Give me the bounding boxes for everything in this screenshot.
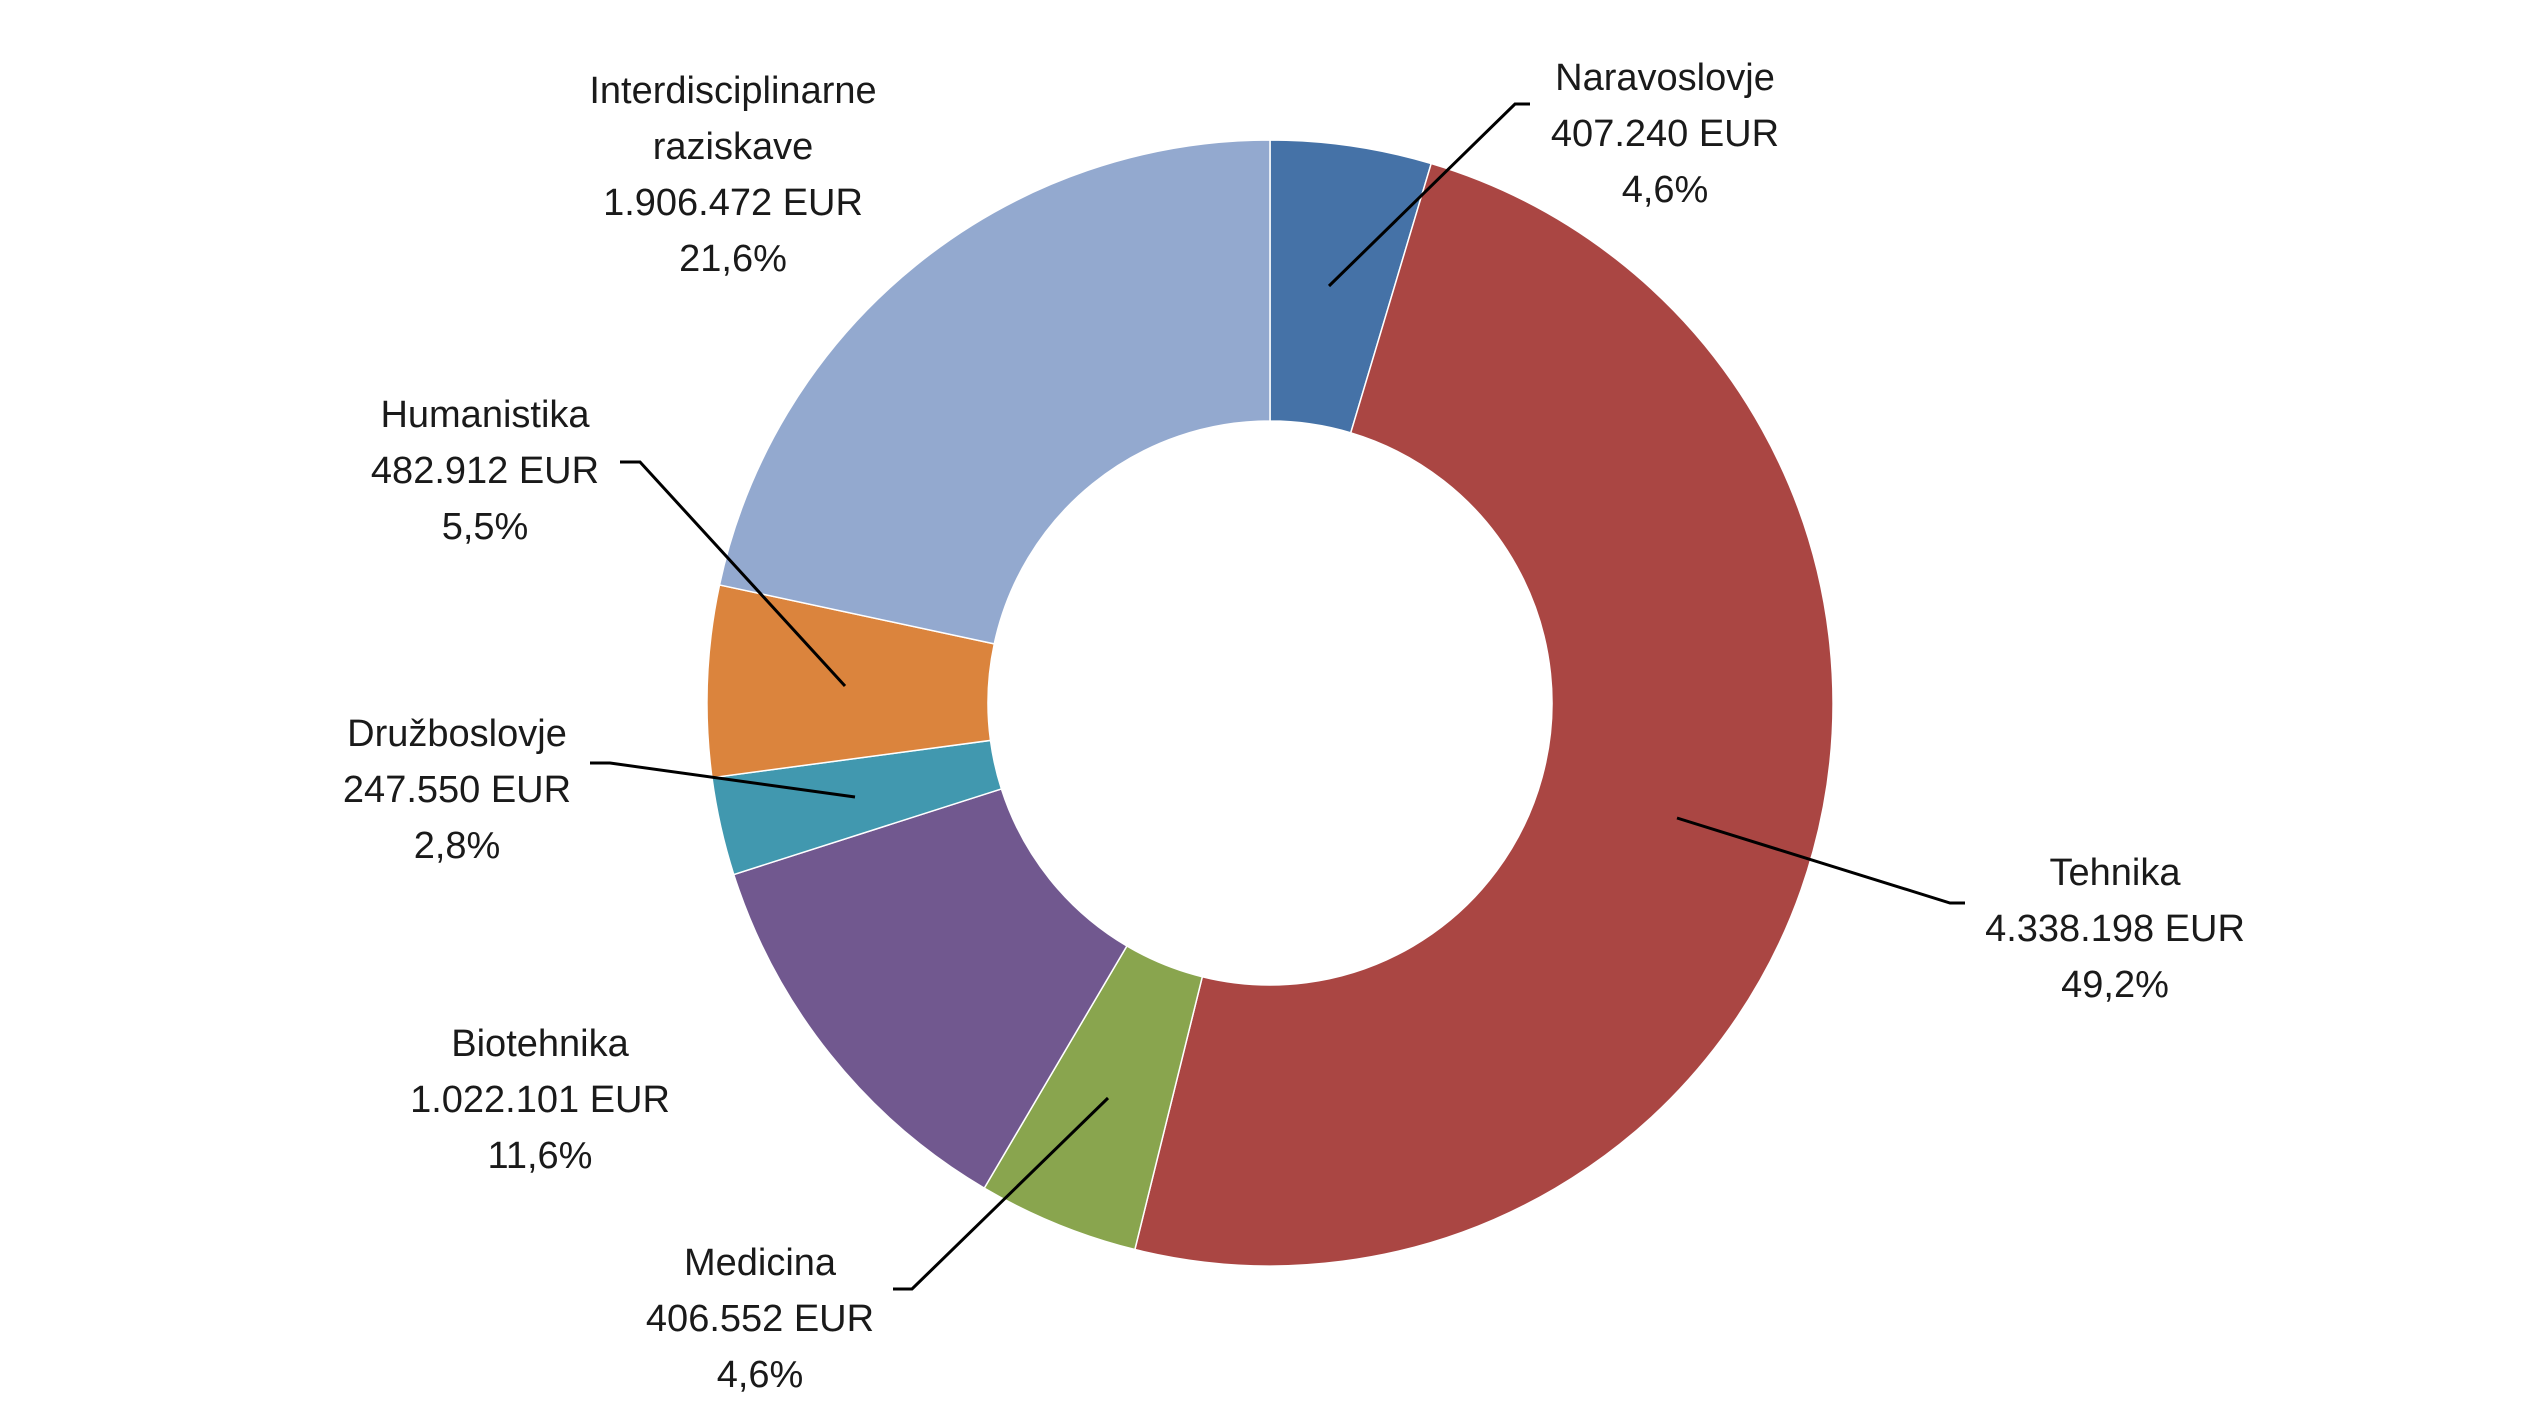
leader-line-tehnika <box>1676 816 1965 905</box>
slice-interdisciplinarne-raziskave <box>718 139 1271 645</box>
label-value-naravoslovje: 407.240 EUR <box>1551 113 1779 155</box>
slice-biotehnika <box>732 787 1128 1190</box>
leader-line-naravoslovje <box>1327 102 1530 288</box>
label-value-druzboslovje: 247.550 EUR <box>343 769 571 811</box>
label-category-druzboslovje: Družboslovje <box>347 713 567 755</box>
label-percent-medicina: 4,6% <box>717 1354 804 1396</box>
slice-tehnika <box>1133 162 1834 1267</box>
label-value-medicina: 406.552 EUR <box>646 1298 874 1340</box>
slices-layer <box>706 139 1834 1267</box>
data-label-tehnika: Tehnika 4.338.198 EUR 49,2% <box>1985 852 2245 1006</box>
leader-line-medicina <box>893 1096 1110 1291</box>
data-label-humanistika: Humanistika 482.912 EUR 5,5% <box>371 394 599 548</box>
label-category-tehnika: Tehnika <box>2050 852 2182 894</box>
label-category-interdisciplinarne-raziskave-1: raziskave <box>653 126 814 168</box>
leader-line-druzboslovje <box>590 761 856 799</box>
label-category-medicina: Medicina <box>684 1242 837 1284</box>
label-category-interdisciplinarne-raziskave: Interdisciplinarne <box>589 70 876 112</box>
label-category-naravoslovje: Naravoslovje <box>1555 57 1775 99</box>
label-value-biotehnika: 1.022.101 EUR <box>410 1079 670 1121</box>
data-label-naravoslovje: Naravoslovje 407.240 EUR 4,6% <box>1551 57 1779 211</box>
data-label-interdisciplinarne-raziskave: Interdisciplinarne raziskave 1.906.472 EUR… <box>589 70 876 280</box>
label-category-humanistika: Humanistika <box>380 394 590 436</box>
label-percent-interdisciplinarne-raziskave: 21,6% <box>679 238 787 280</box>
label-value-interdisciplinarne-raziskave: 1.906.472 EUR <box>603 182 863 224</box>
data-label-medicina: Medicina 406.552 EUR 4,6% <box>646 1242 874 1396</box>
label-value-humanistika: 482.912 EUR <box>371 450 599 492</box>
label-percent-druzboslovje: 2,8% <box>414 825 501 867</box>
leader-lines-layer <box>590 102 1965 1291</box>
label-value-tehnika: 4.338.198 EUR <box>1985 908 2245 950</box>
label-percent-naravoslovje: 4,6% <box>1622 169 1709 211</box>
data-label-biotehnika: Biotehnika 1.022.101 EUR 11,6% <box>410 1023 670 1177</box>
data-labels-layer: Naravoslovje 407.240 EUR 4,6% Tehnika 4.338.… <box>343 57 2245 1396</box>
label-category-biotehnika: Biotehnika <box>451 1023 629 1065</box>
label-percent-biotehnika: 11,6% <box>488 1135 593 1177</box>
data-label-druzboslovje: Družboslovje 247.550 EUR 2,8% <box>343 713 571 867</box>
label-percent-humanistika: 5,5% <box>442 506 529 548</box>
leader-line-humanistika <box>620 460 847 688</box>
label-percent-tehnika: 49,2% <box>2061 964 2169 1006</box>
